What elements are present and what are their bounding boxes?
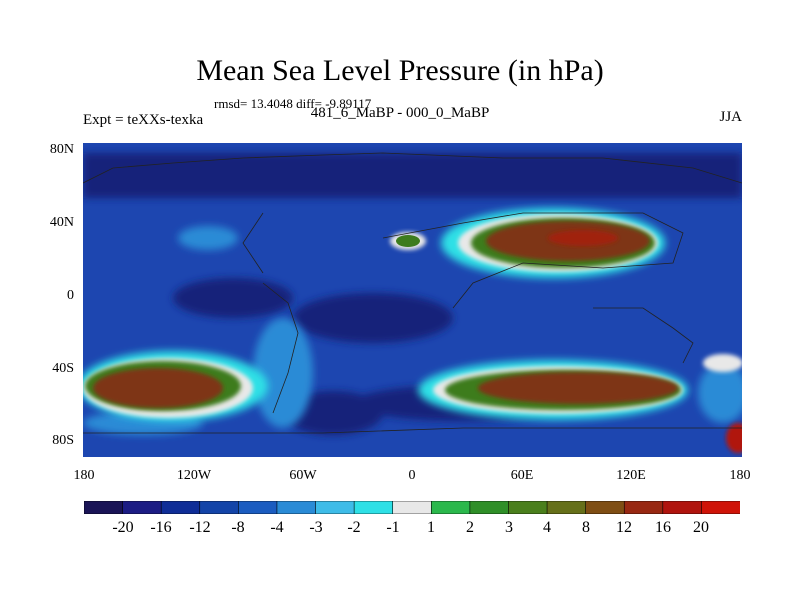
statistics-line: rmsd= 13.4048 diff= -9.89117	[214, 96, 372, 111]
colorbar-swatch	[238, 501, 278, 514]
colorbar-label: 4	[543, 519, 551, 536]
colorbar-label: -8	[231, 519, 245, 536]
lon-label-120e: 120E	[616, 468, 646, 483]
lat-label-40n: 40N	[49, 215, 74, 230]
lon-label-120w: 120W	[176, 468, 212, 483]
lon-label-0: 0	[408, 468, 416, 483]
lat-label-0: 0	[67, 288, 74, 303]
colorbar-label: 2	[466, 519, 474, 536]
experiment-label: Expt = teXXs-texka	[83, 112, 204, 128]
lat-label-80n: 80N	[49, 142, 74, 157]
colorbar-swatch	[160, 501, 201, 514]
colorbar-swatch	[623, 501, 664, 514]
colorbar-swatch	[430, 501, 471, 514]
colorbar-swatch	[84, 501, 124, 514]
colorbar	[84, 501, 740, 514]
lat-label-40s: 40S	[52, 361, 74, 376]
northern-hemisphere-high	[390, 208, 665, 278]
lon-label-180e: 180	[729, 468, 751, 483]
lat-label-80s: 80S	[52, 433, 74, 448]
southern-hemisphere-high	[83, 351, 742, 453]
map-subtitle: 481_6_MaBP - 000_0_MaBP	[310, 105, 490, 121]
colorbar-swatch	[508, 501, 548, 514]
lon-label-180w: 180	[73, 468, 95, 483]
colorbar-swatch	[122, 501, 162, 514]
colorbar-swatch	[353, 501, 394, 514]
colorbar-swatch	[585, 501, 626, 514]
colorbar-swatch	[392, 501, 433, 514]
colorbar-label: 3	[505, 519, 513, 536]
colorbar-swatch	[315, 501, 355, 514]
colorbar-label: 12	[616, 519, 632, 536]
colorbar-swatch	[546, 501, 587, 514]
colorbar-swatch	[276, 501, 317, 514]
lon-label-60e: 60E	[510, 468, 534, 483]
colorbar-swatch	[469, 501, 510, 514]
colorbar-label: -16	[150, 519, 172, 536]
colorbar-label: -12	[189, 519, 211, 536]
colorbar-label: 8	[582, 519, 590, 536]
colorbar-swatch	[199, 501, 240, 514]
colorbar-label: -1	[386, 519, 400, 536]
colorbar-label: 1	[427, 519, 435, 536]
map-title: Mean Sea Level Pressure (in hPa)	[196, 54, 604, 87]
colorbar-swatch	[662, 501, 703, 514]
colorbar-label: -2	[347, 519, 361, 536]
season-label: JJA	[719, 109, 742, 125]
colorbar-swatch	[701, 501, 740, 514]
colorbar-label: 20	[693, 519, 709, 536]
colorbar-label: -20	[112, 519, 134, 536]
colorbar-label: 16	[655, 519, 671, 536]
colorbar-label: -4	[270, 519, 284, 536]
pressure-map	[83, 143, 742, 457]
continent-outlines	[83, 152, 742, 434]
lon-label-60w: 60W	[289, 468, 317, 483]
colorbar-label: -3	[309, 519, 323, 536]
